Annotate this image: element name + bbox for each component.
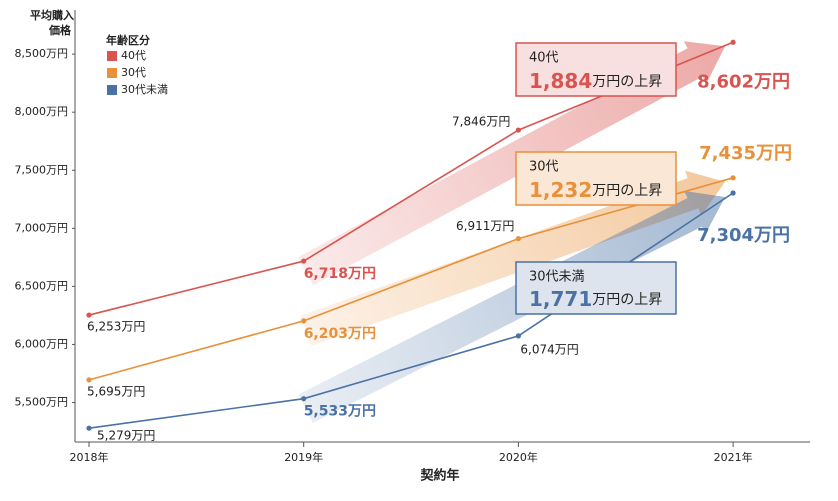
data-point bbox=[730, 39, 736, 45]
y-tick-label: 6,500万円 bbox=[15, 279, 69, 292]
data-point bbox=[730, 175, 736, 181]
data-label: 7,304万円 bbox=[697, 225, 790, 246]
legend-label: 30代 bbox=[121, 66, 146, 79]
data-label: 5,533万円 bbox=[304, 404, 376, 420]
data-label: 7,435万円 bbox=[699, 143, 792, 164]
series-line bbox=[88, 177, 734, 381]
annotation-label: 30代未満 bbox=[529, 270, 585, 285]
data-label: 8,602万円 bbox=[697, 71, 790, 92]
legend: 年齢区分 40代 30代 30代未満 bbox=[106, 33, 168, 96]
data-label: 6,203万円 bbox=[304, 326, 376, 342]
x-axis-label: 契約年 bbox=[419, 468, 459, 484]
legend-swatch bbox=[107, 68, 117, 78]
annotation-text: 1,232万円の上昇 bbox=[529, 178, 662, 202]
data-point bbox=[515, 333, 522, 339]
annotation-box: 40代 1,884万円の上昇 bbox=[515, 42, 677, 97]
trend-arrow bbox=[298, 41, 726, 286]
data-label: 7,846万円 bbox=[452, 115, 510, 129]
data-label: 6,074万円 bbox=[520, 342, 578, 356]
data-label: 6,253万円 bbox=[87, 320, 145, 334]
x-tick-label: 2018年 bbox=[70, 450, 109, 464]
legend-title: 年齢区分 bbox=[106, 33, 150, 47]
data-label: 6,718万円 bbox=[304, 266, 376, 282]
data-point bbox=[301, 318, 307, 324]
y-axis-label: 平均購入 bbox=[30, 8, 74, 22]
data-label: 5,279万円 bbox=[97, 429, 155, 443]
legend-label: 40代 bbox=[121, 49, 146, 62]
data-point bbox=[515, 236, 522, 242]
trend-arrow bbox=[300, 170, 726, 346]
y-tick-label: 7,000万円 bbox=[15, 221, 69, 234]
y-axis-label: 価格 bbox=[48, 23, 72, 37]
legend-swatch bbox=[107, 51, 117, 61]
arrows bbox=[298, 41, 726, 423]
x-tick-label: 2019年 bbox=[284, 450, 323, 464]
data-point bbox=[301, 396, 307, 402]
data-point bbox=[301, 258, 307, 264]
data-point bbox=[86, 312, 92, 318]
y-tick-label: 8,000万円 bbox=[15, 105, 69, 118]
plot: 5,500万円 6,000万円 6,500万円 7,000万円 7,500万円 8,000… bbox=[15, 39, 792, 464]
legend-label: 30代未満 bbox=[121, 83, 168, 96]
data-label: 6,911万円 bbox=[456, 219, 514, 233]
y-tick-label: 8,500万円 bbox=[15, 47, 69, 60]
y-tick-label: 5,500万円 bbox=[15, 396, 69, 409]
annotation-label: 40代 bbox=[529, 51, 559, 66]
annotation-box: 30代 1,232万円の上昇 bbox=[515, 151, 677, 206]
annotation-text: 1,771万円の上昇 bbox=[529, 287, 662, 311]
annotation-text: 1,884万円の上昇 bbox=[529, 69, 662, 93]
data-point bbox=[86, 377, 92, 383]
annotation-label: 30代 bbox=[529, 160, 559, 175]
x-tick-label: 2021年 bbox=[714, 450, 753, 464]
data-point bbox=[730, 190, 736, 196]
data-label: 5,695万円 bbox=[87, 384, 145, 398]
y-tick-label: 6,000万円 bbox=[15, 337, 69, 350]
data-point bbox=[515, 127, 522, 133]
x-tick-label: 2020年 bbox=[499, 450, 538, 464]
annotation-box: 30代未満 1,771万円の上昇 bbox=[515, 261, 677, 315]
data-point bbox=[86, 425, 92, 431]
legend-swatch bbox=[107, 85, 117, 95]
trend-arrow bbox=[298, 190, 726, 423]
y-tick-label: 7,500万円 bbox=[15, 163, 69, 176]
